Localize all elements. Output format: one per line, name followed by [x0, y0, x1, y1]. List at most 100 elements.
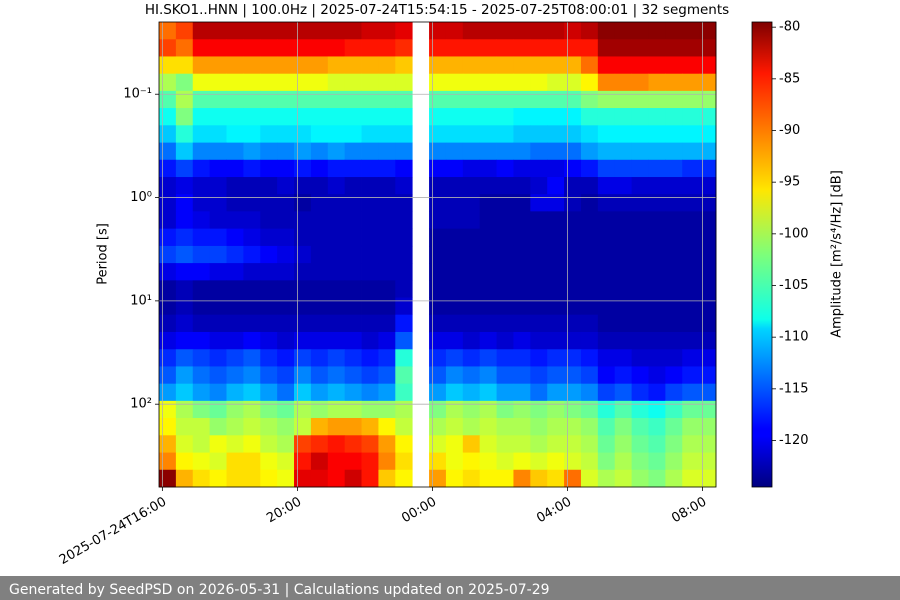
cell [513, 349, 531, 367]
cell [597, 177, 616, 195]
cell [682, 108, 700, 126]
cell [395, 314, 413, 333]
cell [361, 263, 379, 281]
cell [395, 142, 413, 161]
cell [260, 39, 278, 57]
cell [564, 39, 582, 57]
cell [580, 228, 599, 247]
cell [327, 142, 346, 161]
cell [614, 417, 633, 436]
cell [277, 314, 295, 333]
cell [429, 90, 447, 109]
cell [682, 56, 700, 75]
cell [159, 435, 177, 453]
y-tick-label: 10⁻¹ [123, 87, 152, 102]
cell [209, 194, 227, 212]
cell [209, 211, 227, 230]
cell [175, 159, 194, 178]
cell [648, 56, 666, 75]
cell [159, 90, 177, 109]
cell [243, 211, 261, 230]
cell [462, 383, 481, 402]
cell [310, 159, 329, 178]
cell [159, 452, 177, 471]
cell [462, 417, 481, 436]
cell [564, 22, 582, 40]
cell [226, 280, 244, 298]
cell [277, 469, 295, 488]
cell [631, 194, 649, 212]
cell [564, 383, 582, 402]
cell [260, 280, 278, 298]
cell [699, 452, 717, 471]
cell [580, 159, 599, 178]
cell [496, 228, 514, 247]
cell [175, 56, 194, 75]
cell [547, 452, 565, 471]
cell [496, 73, 514, 92]
cell [378, 90, 396, 109]
cell [294, 417, 312, 436]
cell [665, 159, 683, 178]
cell [175, 177, 194, 195]
cell [547, 228, 565, 247]
cell [209, 366, 227, 385]
cell [395, 39, 413, 57]
cell [530, 39, 548, 57]
cell [564, 366, 582, 385]
cell [614, 435, 633, 453]
cell [159, 228, 177, 247]
cell [226, 314, 244, 333]
cell [580, 39, 599, 57]
cell [243, 39, 261, 57]
cell [496, 108, 514, 126]
cell [344, 90, 362, 109]
cell [209, 314, 227, 333]
cell [226, 228, 244, 247]
cell [327, 280, 346, 298]
cell [327, 22, 346, 40]
cell [479, 108, 497, 126]
cell [479, 400, 497, 419]
cell [445, 56, 464, 75]
cell [378, 280, 396, 298]
cell [175, 349, 194, 367]
cell [260, 142, 278, 161]
cell [192, 108, 211, 126]
cell [648, 469, 666, 488]
cell [344, 159, 362, 178]
cell [496, 90, 514, 109]
cell [277, 245, 295, 264]
cell [243, 90, 261, 109]
cell [479, 194, 497, 212]
cell [530, 383, 548, 402]
cell [648, 22, 666, 40]
cell [564, 108, 582, 126]
cell [496, 125, 514, 144]
cell [479, 125, 497, 144]
cell [277, 22, 295, 40]
cell [597, 280, 616, 298]
cell [327, 194, 346, 212]
cell [243, 280, 261, 298]
cell [277, 142, 295, 161]
cell [699, 194, 717, 212]
cell [580, 177, 599, 195]
cell [513, 56, 531, 75]
cell [327, 400, 346, 419]
cell [209, 452, 227, 471]
cell [597, 108, 616, 126]
cell [513, 417, 531, 436]
cell [547, 194, 565, 212]
cell [243, 383, 261, 402]
cell [631, 331, 649, 350]
cell [496, 383, 514, 402]
cell [462, 108, 481, 126]
plot-frame [158, 21, 717, 488]
cell [294, 159, 312, 178]
cell [631, 56, 649, 75]
cell [462, 125, 481, 144]
cell [209, 125, 227, 144]
cell [564, 159, 582, 178]
cell [192, 194, 211, 212]
